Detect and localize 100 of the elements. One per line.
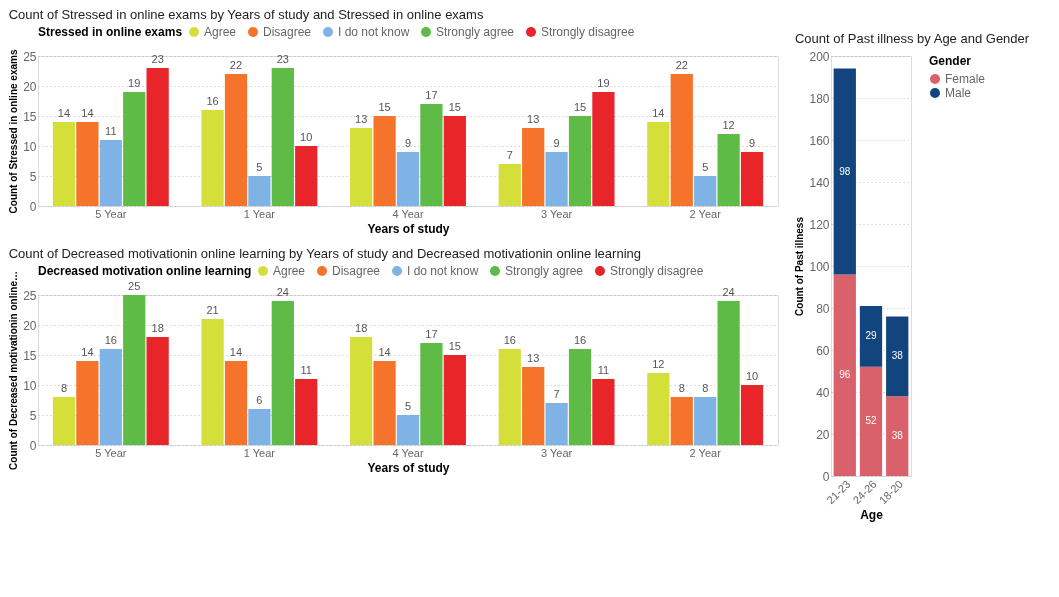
y-tick-label: 0: [29, 438, 37, 453]
y-tick-label: 15: [23, 348, 37, 363]
bar: [350, 337, 373, 445]
data-label: 11: [597, 364, 610, 376]
data-label: 15: [573, 101, 587, 113]
legend-label: Female: [945, 72, 986, 86]
bar: [146, 68, 169, 206]
data-label: 22: [675, 59, 688, 71]
legend-label: I do not know: [407, 264, 479, 278]
bar: [201, 110, 224, 206]
bar: [373, 361, 396, 445]
y-tick-label: 0: [29, 199, 37, 214]
bar: [271, 68, 294, 206]
y-tick-label: 60: [816, 343, 830, 358]
data-label: 7: [506, 149, 513, 161]
data-label: 14: [57, 107, 71, 119]
x-tick-label: 2 Year: [689, 207, 722, 220]
y-tick-label: 10: [23, 378, 37, 393]
data-label: 8: [678, 382, 685, 394]
bar: [396, 152, 420, 206]
bar: [373, 116, 396, 206]
bar: [522, 128, 545, 206]
data-label: 12: [722, 119, 735, 131]
x-tick-label: 1 Year: [243, 207, 276, 220]
bar: [248, 176, 271, 206]
x-tick-label: 3 Year: [540, 207, 573, 220]
data-label: 13: [527, 113, 540, 125]
bar: [201, 319, 224, 445]
legend-label: Agree: [204, 25, 237, 39]
data-label: 38: [891, 430, 904, 442]
data-label: 10: [745, 370, 759, 382]
data-label: 23: [276, 53, 289, 65]
data-label: 8: [702, 382, 709, 394]
bar: [647, 122, 670, 206]
y-tick-label: 20: [23, 318, 37, 333]
data-label: 9: [553, 137, 560, 149]
bar: [859, 305, 883, 367]
y-tick-label: 40: [816, 385, 830, 400]
bar: [545, 152, 568, 206]
bar: [123, 92, 146, 206]
x-tick-label: 3 Year: [540, 446, 573, 459]
data-label: 6: [256, 394, 263, 406]
chart-title: Count of Past illness by Age and Gender: [794, 31, 1030, 46]
legend-label: Strongly disagree: [541, 25, 635, 39]
data-label: 5: [256, 161, 263, 173]
data-label: 8: [60, 382, 68, 394]
legend-label: Agree: [273, 264, 306, 278]
bar: [420, 343, 443, 445]
data-label: 11: [105, 125, 117, 137]
data-label: 19: [597, 77, 610, 89]
x-tick-label: 4 Year: [392, 207, 424, 220]
bar: [99, 349, 122, 445]
data-label: 24: [722, 286, 735, 298]
data-label: 11: [300, 364, 312, 376]
bar: [498, 349, 521, 445]
bar: [886, 316, 909, 397]
data-label: 17: [425, 89, 438, 101]
bar: [271, 301, 294, 445]
data-label: 22: [229, 59, 243, 71]
bar: [717, 301, 740, 445]
data-label: 14: [652, 107, 665, 119]
data-label: 9: [404, 137, 412, 149]
data-label: 25: [128, 280, 141, 292]
data-label: 16: [573, 334, 587, 346]
legend-label: Strongly disagree: [610, 264, 704, 278]
y-axis-title: Count of Past illness: [794, 216, 806, 316]
bar: [498, 164, 521, 206]
bar: [52, 122, 76, 206]
y-tick-label: 5: [29, 408, 37, 423]
bar: [717, 134, 740, 206]
bar: [545, 403, 568, 445]
bar: [670, 74, 693, 206]
data-label: 52: [865, 415, 877, 427]
bar: [76, 361, 99, 445]
data-label: 5: [404, 400, 412, 412]
bar: [52, 397, 76, 445]
data-label: 13: [355, 113, 368, 125]
data-label: 17: [425, 328, 438, 340]
y-axis-title: Count of Decreased motivationin online…: [8, 271, 20, 470]
data-label: 14: [229, 346, 243, 358]
bar: [224, 361, 248, 445]
y-tick-label: 25: [23, 288, 37, 303]
bar: [670, 397, 693, 445]
legend-label: Male: [945, 86, 972, 100]
data-label: 7: [553, 388, 560, 400]
data-label: 14: [378, 346, 391, 358]
bar: [694, 397, 717, 445]
data-label: 12: [652, 358, 665, 370]
bar: [443, 116, 466, 206]
y-axis-title: Count of Stressed in online exams: [8, 49, 20, 214]
data-label: 16: [503, 334, 516, 346]
legend-title: Gender: [929, 54, 972, 68]
bar: [420, 104, 443, 206]
bar: [568, 116, 592, 206]
legend-label: I do not know: [338, 25, 410, 39]
y-tick-label: 20: [816, 427, 830, 442]
legend-label: Disagree: [263, 25, 312, 39]
data-label: 5: [702, 161, 709, 173]
x-tick-label: 1 Year: [243, 446, 276, 459]
data-label: 29: [865, 330, 877, 342]
